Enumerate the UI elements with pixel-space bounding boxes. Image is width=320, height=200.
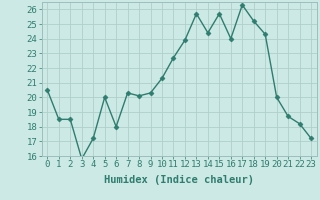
X-axis label: Humidex (Indice chaleur): Humidex (Indice chaleur) bbox=[104, 175, 254, 185]
